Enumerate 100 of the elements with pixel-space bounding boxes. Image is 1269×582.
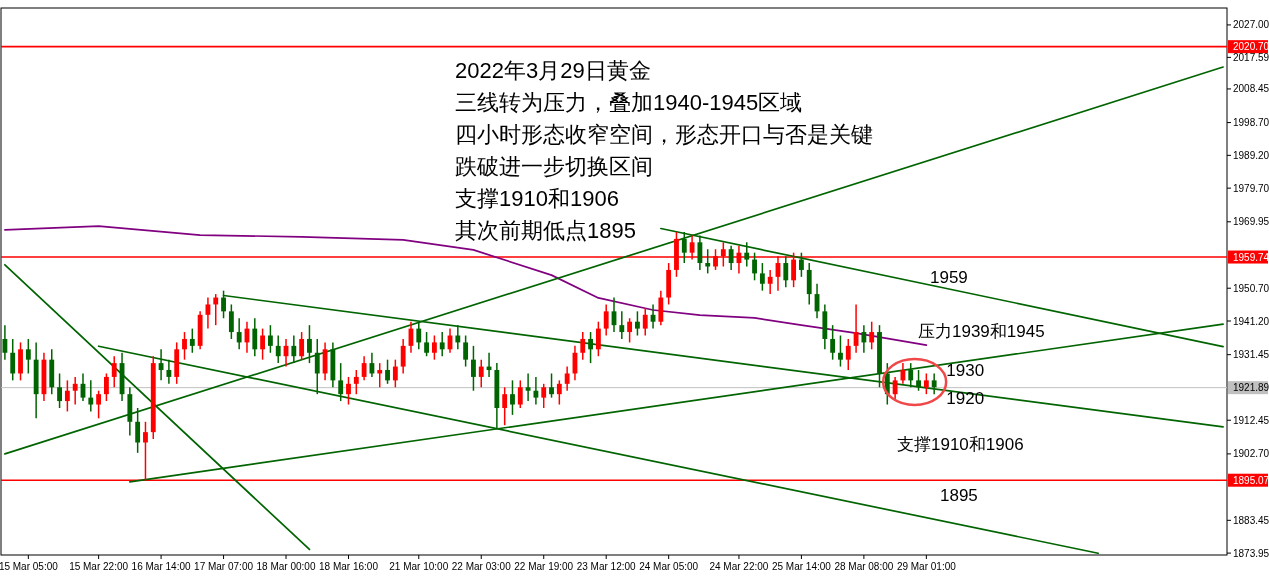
y-tick-label: 1950.70 bbox=[1233, 282, 1269, 294]
candlestick bbox=[400, 338, 406, 375]
candlestick bbox=[260, 327, 266, 361]
candlestick bbox=[471, 345, 476, 392]
candlestick bbox=[25, 338, 31, 375]
x-tick-label: 21 Mar 10:00 bbox=[389, 561, 449, 572]
y-tick-label: 1998.70 bbox=[1233, 117, 1269, 129]
y-tick-label: 1912.45 bbox=[1233, 414, 1269, 426]
candlestick bbox=[752, 251, 757, 282]
annotation: 支撑1910和1906 bbox=[455, 186, 619, 211]
candlestick bbox=[580, 331, 586, 361]
candlestick bbox=[681, 231, 687, 264]
candlestick bbox=[361, 355, 367, 382]
candlestick bbox=[931, 372, 937, 395]
candlestick bbox=[728, 245, 734, 271]
candlestick bbox=[642, 307, 648, 337]
candlestick bbox=[392, 358, 398, 389]
candlestick bbox=[439, 331, 445, 357]
y-tick-label: 1931.45 bbox=[1233, 349, 1269, 361]
x-tick-label: 22 Mar 03:00 bbox=[451, 561, 512, 572]
candlestick bbox=[338, 362, 344, 402]
y-tick-label: 1989.20 bbox=[1233, 149, 1269, 161]
candlestick bbox=[275, 334, 281, 364]
candlestick bbox=[463, 334, 469, 368]
candlestick bbox=[923, 372, 929, 395]
candlestick bbox=[57, 372, 62, 409]
candlestick bbox=[759, 262, 765, 292]
candlestick bbox=[502, 386, 508, 426]
y-tick-label: 1883.45 bbox=[1233, 514, 1269, 526]
candlestick bbox=[236, 317, 242, 351]
candlestick bbox=[385, 358, 390, 385]
ref-line-label: 2020.70 bbox=[1233, 41, 1269, 53]
annotation: 1895 bbox=[940, 486, 978, 505]
candlestick bbox=[517, 379, 523, 409]
candlestick bbox=[533, 376, 539, 406]
candlestick bbox=[2, 324, 8, 361]
candlestick bbox=[830, 324, 836, 361]
annotation: 压力1939和1945 bbox=[918, 322, 1045, 341]
candlestick bbox=[869, 320, 875, 351]
y-tick-label: 2008.45 bbox=[1233, 83, 1269, 95]
y-tick-label: 2017.59 bbox=[1233, 51, 1269, 63]
x-tick-label: 22 Mar 19:00 bbox=[514, 561, 574, 572]
candlestick bbox=[291, 334, 297, 364]
x-tick-label: 18 Mar 00:00 bbox=[256, 561, 316, 572]
candlestick bbox=[767, 269, 773, 295]
candlestick bbox=[189, 327, 195, 354]
candlestick bbox=[908, 362, 914, 389]
candlestick bbox=[697, 234, 703, 271]
candlestick bbox=[588, 331, 593, 364]
y-tick-label: 2027.00 bbox=[1233, 19, 1269, 31]
candlestick bbox=[416, 320, 422, 351]
candlestick bbox=[166, 358, 172, 385]
y-tick-label: 1873.95 bbox=[1233, 547, 1269, 559]
candlestick bbox=[88, 379, 94, 413]
candlestick bbox=[603, 303, 609, 337]
candlestick bbox=[299, 331, 305, 361]
annotation: 1959 bbox=[930, 268, 968, 287]
x-tick-label: 25 Mar 14:00 bbox=[771, 561, 832, 572]
annotation: 1920 bbox=[946, 389, 985, 409]
candlestick bbox=[182, 331, 187, 361]
annotation: 跌破进一步切换区间 bbox=[455, 154, 653, 179]
candlestick bbox=[10, 338, 16, 382]
annotation: 支撑1910和1906 bbox=[897, 435, 1024, 454]
annotation: 1930 bbox=[946, 360, 985, 380]
candlestick bbox=[158, 348, 164, 382]
candlestick bbox=[64, 379, 70, 413]
candlestick bbox=[798, 251, 804, 278]
y-tick-label: 1902.70 bbox=[1233, 448, 1269, 460]
candlestick bbox=[525, 372, 531, 402]
candlestick bbox=[455, 324, 461, 351]
x-tick-label: 15 Mar 05:00 bbox=[0, 561, 59, 572]
candlestick bbox=[96, 389, 102, 420]
y-tick-label: 1969.95 bbox=[1233, 216, 1269, 228]
x-tick-label: 15 Mar 22:00 bbox=[69, 561, 129, 572]
ref-line-label: 1959.74 bbox=[1233, 251, 1269, 263]
candlestick bbox=[916, 369, 921, 392]
candlestick bbox=[213, 293, 219, 326]
x-tick-label: 17 Mar 07:00 bbox=[194, 561, 254, 572]
x-tick-label: 24 Mar 22:00 bbox=[709, 561, 769, 572]
candlestick bbox=[783, 255, 789, 288]
candlestick bbox=[556, 379, 562, 406]
candlestick bbox=[104, 372, 109, 402]
candlestick bbox=[619, 310, 625, 340]
y-tick-label: 1979.70 bbox=[1233, 182, 1269, 194]
candlestick bbox=[252, 317, 258, 357]
annotation: 三线转为压力，叠加1940-1945区域 bbox=[455, 90, 803, 115]
annotation: 四小时形态收窄空间，形态开口与否是关键 bbox=[455, 122, 873, 147]
candlestick bbox=[424, 331, 430, 357]
candlestick bbox=[564, 365, 570, 392]
ref-line-label: 1895.07 bbox=[1233, 474, 1269, 486]
x-tick-label: 29 Mar 01:00 bbox=[896, 561, 957, 572]
candlestick bbox=[595, 320, 601, 357]
annotation: 其次前期低点1895 bbox=[455, 218, 636, 243]
candlestick bbox=[353, 369, 359, 395]
candlestick bbox=[541, 383, 547, 409]
candlestick bbox=[892, 376, 898, 402]
candlestick bbox=[549, 372, 554, 399]
ref-line-label: 1921.89 bbox=[1233, 382, 1269, 394]
candlestick bbox=[510, 379, 515, 416]
candlestick bbox=[744, 241, 750, 268]
